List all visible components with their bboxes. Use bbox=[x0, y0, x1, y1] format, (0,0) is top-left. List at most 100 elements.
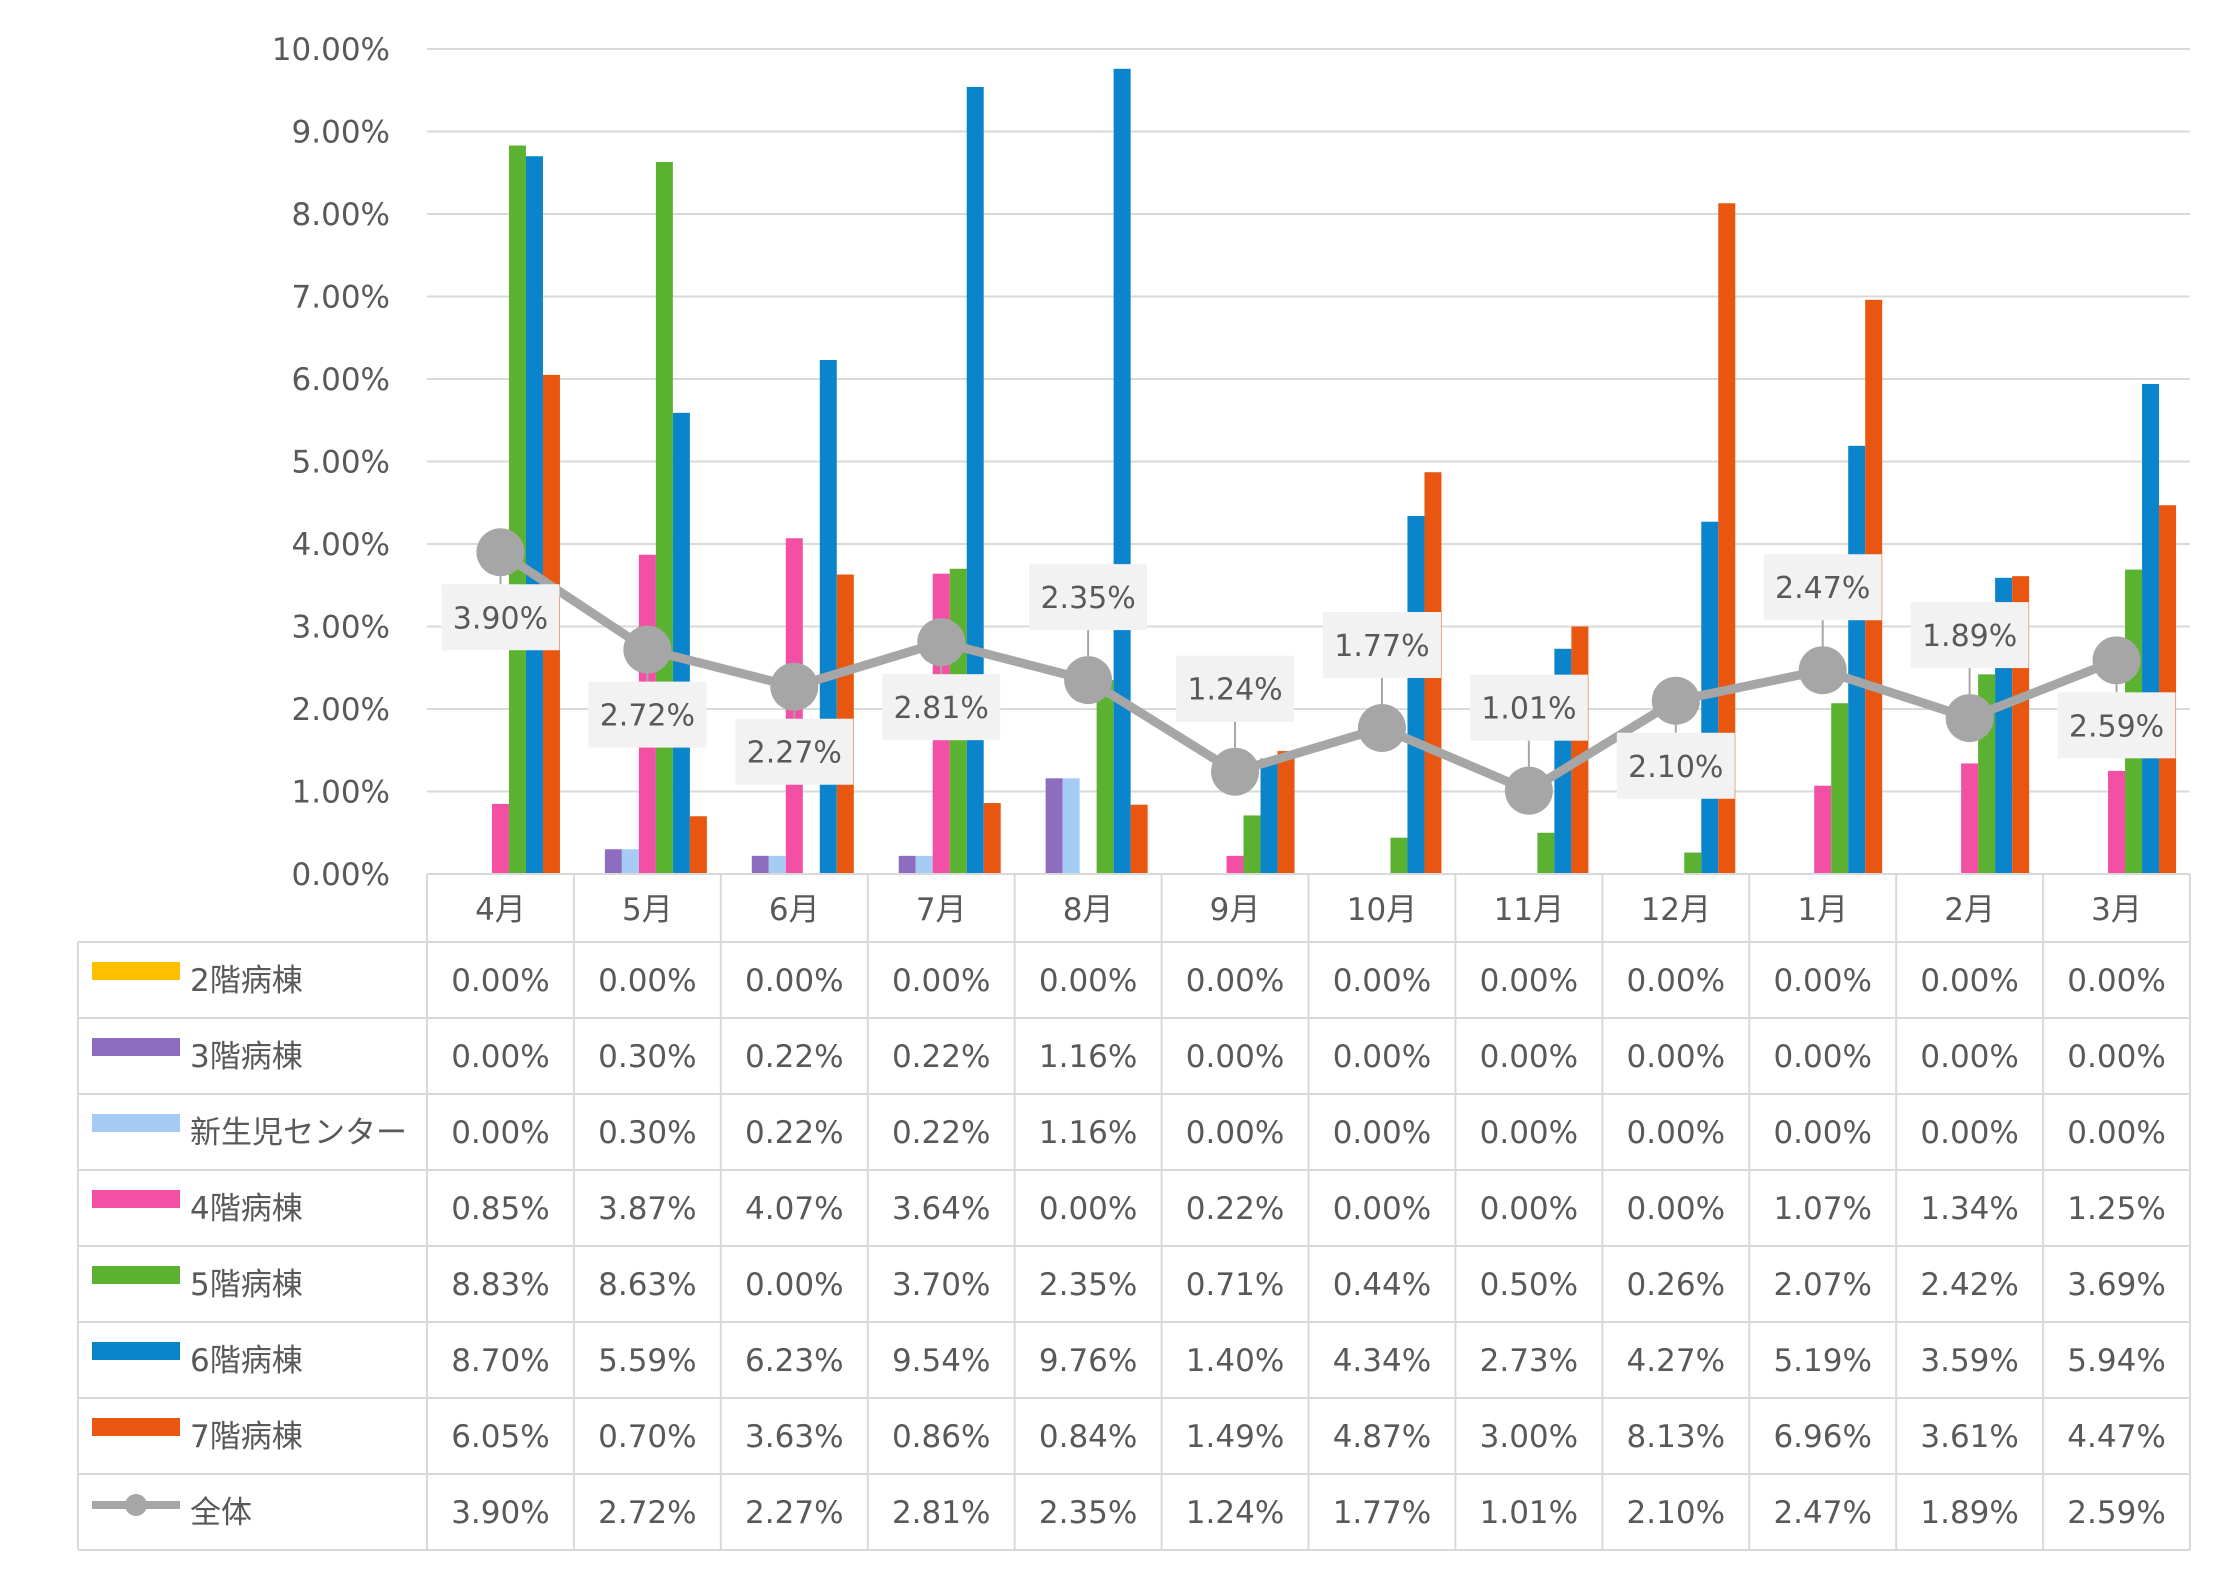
table-cell: 3.63% bbox=[745, 1419, 843, 1455]
bar bbox=[1277, 751, 1295, 874]
bar bbox=[1096, 680, 1114, 874]
bar bbox=[1407, 515, 1425, 874]
table-cell: 0.00% bbox=[1480, 1115, 1578, 1151]
table-cell: 0.85% bbox=[451, 1191, 549, 1227]
table-cell: 2.10% bbox=[1627, 1495, 1725, 1531]
table-cell: 0.00% bbox=[1480, 1039, 1578, 1075]
bar bbox=[819, 360, 837, 874]
table-cell: 3.70% bbox=[892, 1267, 990, 1303]
bar bbox=[1814, 785, 1832, 874]
bar bbox=[966, 86, 984, 874]
table-cell: 0.00% bbox=[1333, 1191, 1431, 1227]
table-cell: 2.73% bbox=[1480, 1343, 1578, 1379]
table-cell: 8.13% bbox=[1627, 1419, 1725, 1455]
table-cell: 0.70% bbox=[598, 1419, 696, 1455]
line-point bbox=[1064, 656, 1113, 705]
data-label-box bbox=[735, 718, 854, 785]
table-cell: 1.40% bbox=[1186, 1343, 1284, 1379]
line-point bbox=[1357, 703, 1406, 752]
y-tick-label: 10.00% bbox=[272, 32, 390, 68]
table-cell: 2.81% bbox=[892, 1495, 990, 1531]
table-cell: 0.00% bbox=[2067, 1115, 2165, 1151]
total-line-series: 3.90% 2.72% 2.27% 2.81% 2.35% 1.24% 1.77% 1.01%… bbox=[441, 528, 2176, 815]
data-label: 3.90% bbox=[453, 601, 548, 636]
data-label: 1.01% bbox=[1481, 692, 1576, 727]
table-cell: 0.00% bbox=[1480, 1191, 1578, 1227]
bar bbox=[1130, 804, 1148, 874]
x-category-label: 11月 bbox=[1494, 892, 1564, 928]
legend-key bbox=[92, 1418, 180, 1436]
legend-key bbox=[92, 1342, 180, 1360]
data-label: 2.35% bbox=[1040, 581, 1135, 616]
x-category-label: 6月 bbox=[769, 892, 820, 928]
table-cell: 2.72% bbox=[598, 1495, 696, 1531]
data-label: 2.72% bbox=[600, 699, 695, 734]
table-cell: 0.30% bbox=[598, 1039, 696, 1075]
y-tick-label: 0.00% bbox=[292, 857, 390, 893]
y-tick-label: 2.00% bbox=[292, 692, 390, 728]
legend-label: 5階病棟 bbox=[190, 1267, 303, 1303]
table-cell: 1.49% bbox=[1186, 1419, 1284, 1455]
table-cell: 3.90% bbox=[451, 1495, 549, 1531]
bar bbox=[1062, 778, 1080, 874]
table-cell: 0.00% bbox=[1333, 1039, 1431, 1075]
table-cell: 0.00% bbox=[1333, 963, 1431, 999]
line-point bbox=[1651, 676, 1700, 725]
table-cell: 0.00% bbox=[1627, 1191, 1725, 1227]
table-cell: 3.61% bbox=[1920, 1419, 2018, 1455]
bar bbox=[491, 803, 509, 874]
y-tick-label: 7.00% bbox=[292, 280, 390, 316]
data-label-box bbox=[1763, 554, 1882, 621]
table-cell: 0.00% bbox=[745, 1267, 843, 1303]
y-tick-label: 6.00% bbox=[292, 362, 390, 398]
data-table: 4月 5月 6月 7月 8月 9月 10月 11月 12月 1月 2月 3月 2階病棟 0.00% 0.00… bbox=[77, 873, 2191, 1551]
bar bbox=[1260, 758, 1278, 874]
table-cell: 5.19% bbox=[1773, 1343, 1871, 1379]
table-cell: 2.59% bbox=[2067, 1495, 2165, 1531]
y-tick-label: 1.00% bbox=[292, 775, 390, 811]
table-cell: 4.47% bbox=[2067, 1419, 2165, 1455]
table-cell: 0.22% bbox=[1186, 1191, 1284, 1227]
table-cell: 0.00% bbox=[1186, 963, 1284, 999]
data-label: 1.89% bbox=[1922, 619, 2017, 654]
table-cell: 6.23% bbox=[745, 1343, 843, 1379]
table-cell: 0.71% bbox=[1186, 1267, 1284, 1303]
data-label-box bbox=[1910, 602, 2029, 669]
bar bbox=[655, 162, 673, 874]
table-cell: 1.34% bbox=[1920, 1191, 2018, 1227]
bar bbox=[898, 855, 916, 874]
x-category-label: 8月 bbox=[1063, 892, 1114, 928]
x-category-label: 2月 bbox=[1944, 892, 1995, 928]
table-cell: 2.07% bbox=[1773, 1267, 1871, 1303]
table-cell: 0.00% bbox=[451, 1115, 549, 1151]
y-axis-ticks: 0.00% 1.00% 2.00% 3.00% 4.00% 5.00% 6.00% 7.00%… bbox=[272, 32, 390, 893]
data-label-box bbox=[588, 681, 707, 748]
bar bbox=[2108, 770, 2126, 874]
bar bbox=[1045, 778, 1063, 874]
table-cell: 3.64% bbox=[892, 1191, 990, 1227]
line-point bbox=[1945, 694, 1994, 743]
legend-key bbox=[92, 1266, 180, 1284]
x-category-label: 3月 bbox=[2091, 892, 2142, 928]
table-cell: 0.00% bbox=[2067, 963, 2165, 999]
table-cell: 1.25% bbox=[2067, 1191, 2165, 1227]
bar bbox=[1243, 815, 1261, 874]
legend-label: 3階病棟 bbox=[190, 1039, 303, 1075]
bar bbox=[1537, 832, 1555, 874]
table-cell: 0.00% bbox=[1773, 1115, 1871, 1151]
table-cell: 0.00% bbox=[1186, 1039, 1284, 1075]
bar bbox=[983, 803, 1001, 874]
table-cell: 2.35% bbox=[1039, 1267, 1137, 1303]
bar bbox=[2159, 505, 2177, 874]
bar bbox=[1848, 445, 1866, 874]
data-label-box bbox=[1029, 564, 1148, 631]
table-cell: 1.16% bbox=[1039, 1039, 1137, 1075]
table-cell: 3.87% bbox=[598, 1191, 696, 1227]
data-label-box bbox=[1176, 655, 1295, 722]
table-cell: 3.00% bbox=[1480, 1419, 1578, 1455]
bar bbox=[1684, 852, 1702, 874]
line-point bbox=[476, 528, 525, 577]
table-cell: 3.69% bbox=[2067, 1267, 2165, 1303]
line-point bbox=[1798, 646, 1847, 695]
bar bbox=[1390, 837, 1408, 874]
